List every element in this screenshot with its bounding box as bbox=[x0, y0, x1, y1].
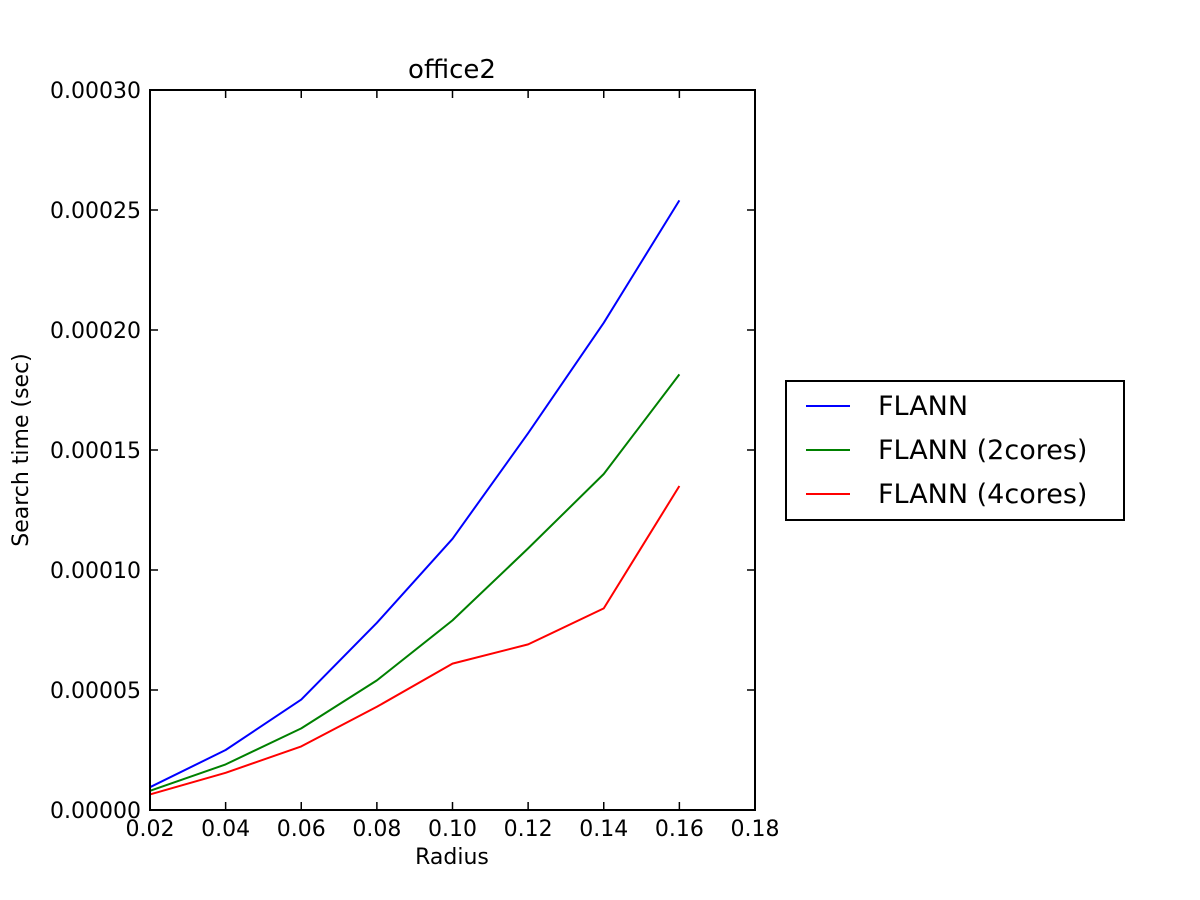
x-tick-label-0: 0.02 bbox=[126, 817, 175, 842]
y-tick-label-5: 0.00025 bbox=[50, 199, 141, 224]
y-tick-label-6: 0.00030 bbox=[50, 79, 141, 104]
legend-label-0: FLANN bbox=[878, 391, 968, 422]
x-tick-label-7: 0.16 bbox=[655, 817, 704, 842]
x-tick-label-5: 0.12 bbox=[504, 817, 553, 842]
x-axis-label: Radius bbox=[415, 845, 489, 870]
x-tick-label-3: 0.08 bbox=[352, 817, 401, 842]
plot-frame bbox=[149, 89, 756, 811]
y-tick-label-4: 0.00020 bbox=[50, 319, 141, 344]
x-tick-label-8: 0.18 bbox=[731, 817, 780, 842]
x-tick-label-2: 0.06 bbox=[277, 817, 326, 842]
x-tick-label-4: 0.10 bbox=[428, 817, 477, 842]
x-tick-label-1: 0.04 bbox=[201, 817, 250, 842]
legend-label-1: FLANN (2cores) bbox=[878, 435, 1087, 466]
y-tick-label-1: 0.00005 bbox=[50, 679, 141, 704]
series-line-0 bbox=[149, 199, 681, 789]
legend: FLANN FLANN (2cores) FLANN (4cores) bbox=[785, 380, 1125, 521]
y-tick-label-3: 0.00015 bbox=[50, 439, 141, 464]
y-tick-label-2: 0.00010 bbox=[50, 559, 141, 584]
chart-title: office2 bbox=[408, 55, 496, 85]
y-tick-label-0: 0.00000 bbox=[50, 799, 141, 824]
series-line-2 bbox=[149, 485, 681, 796]
series-line-1 bbox=[149, 373, 681, 792]
plot-area: 0.02 0.04 0.06 0.08 0.10 0.12 0.14 0.16 0.18 0.00… bbox=[50, 79, 779, 842]
legend-label-2: FLANN (4cores) bbox=[878, 479, 1087, 510]
y-axis-label: Search time (sec) bbox=[9, 353, 34, 547]
x-tick-label-6: 0.14 bbox=[579, 817, 628, 842]
